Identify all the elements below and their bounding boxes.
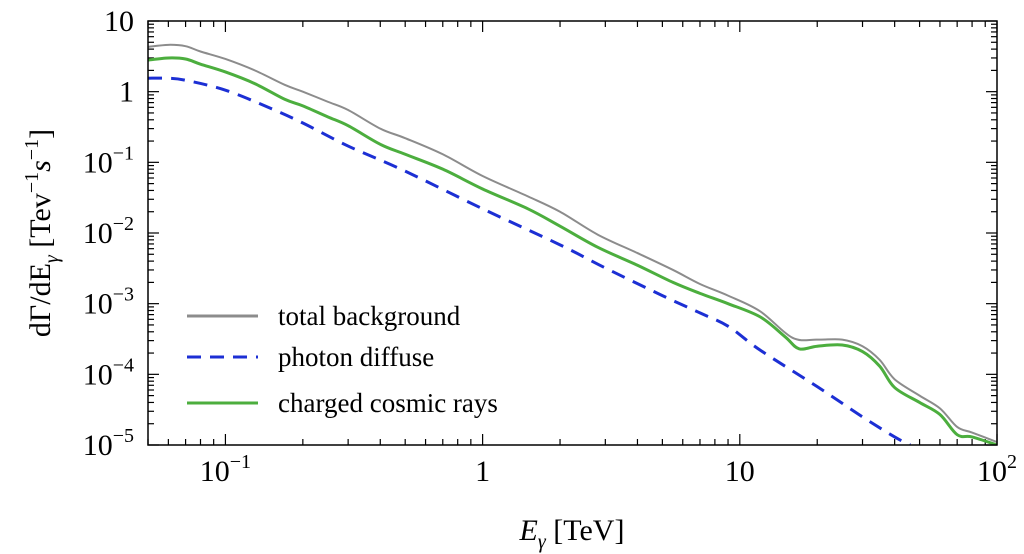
y-tick-label: 10−1: [83, 142, 134, 179]
x-tick-label: 10: [725, 455, 755, 488]
series-charged-cosmic-rays: [148, 56, 997, 445]
x-tick-label: 10−1: [200, 451, 251, 488]
series-total-background: [148, 43, 997, 444]
axis-titles: Eγ [TeV] dΓ/dEγ [Tev−1s−1]: [21, 129, 624, 553]
series-layer: [148, 43, 997, 445]
legend: total background photon diffuse charged co…: [187, 301, 498, 418]
x-axis-title: Eγ [TeV]: [519, 514, 625, 553]
y-tick-label: 10−3: [83, 284, 134, 321]
y-tick-label: 10: [104, 5, 134, 38]
y-tick-label: 10−4: [83, 354, 134, 391]
legend-label-total-background: total background: [278, 301, 461, 331]
x-tick-label: 1: [475, 455, 490, 488]
y-axis-title: dΓ/dEγ [Tev−1s−1]: [21, 129, 63, 337]
series-photon-diffuse: [148, 76, 911, 445]
y-tick-label: 10−2: [83, 213, 134, 250]
x-tick-label: 102: [977, 451, 1017, 488]
plot-frame: [147, 20, 998, 446]
y-tick-label: 1: [119, 76, 134, 109]
legend-label-charged-cosmic-rays: charged cosmic rays: [278, 388, 498, 418]
tick-labels: 10−1 1 10 102 10 1 10−1 10−2 10−3 10−4 10−5: [83, 5, 1017, 488]
axis-ticks: [147, 20, 998, 446]
legend-label-photon-diffuse: photon diffuse: [278, 342, 434, 372]
y-tick-label: 10−5: [83, 425, 134, 462]
